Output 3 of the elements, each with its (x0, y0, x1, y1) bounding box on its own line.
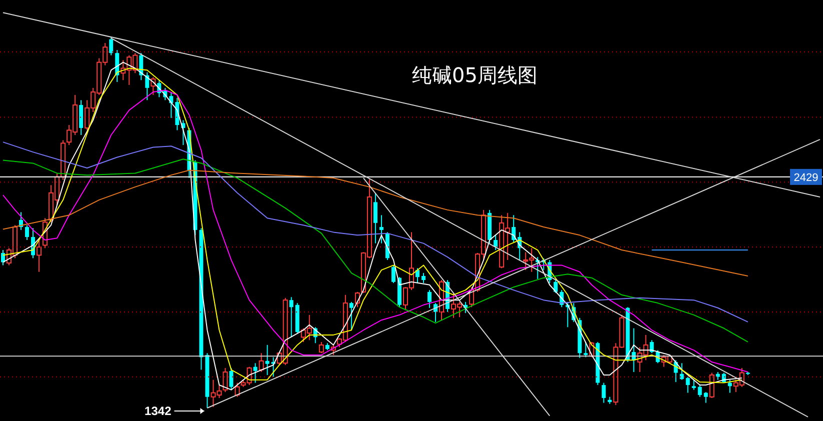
annotation: 2429 (794, 172, 818, 184)
text: 纯碱05周线图 (412, 62, 538, 89)
annotation: 1342 (144, 404, 172, 418)
